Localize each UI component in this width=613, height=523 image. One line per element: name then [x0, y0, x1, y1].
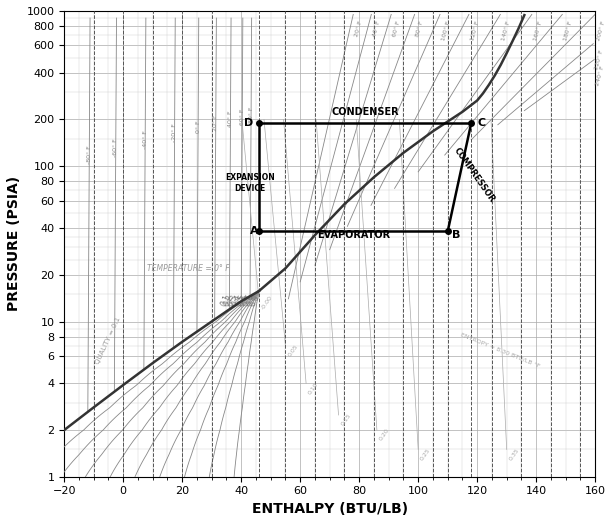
- Text: 0.9: 0.9: [248, 293, 262, 308]
- Text: 0.2: 0.2: [223, 293, 236, 308]
- Text: 140° F: 140° F: [501, 20, 511, 41]
- Text: COMPRESSOR: COMPRESSOR: [452, 146, 497, 204]
- Text: 0.20: 0.20: [378, 428, 390, 442]
- Text: 180° F: 180° F: [563, 20, 573, 41]
- Text: C: C: [477, 118, 485, 128]
- Text: 0.15: 0.15: [340, 413, 352, 427]
- Text: 0.4: 0.4: [230, 293, 243, 308]
- Text: 80° F: 80° F: [416, 20, 425, 37]
- Text: A: A: [250, 226, 259, 236]
- Text: 20° F: 20° F: [354, 20, 364, 37]
- Text: EXPANSION
DEVICE: EXPANSION DEVICE: [225, 173, 275, 192]
- Text: 0.7: 0.7: [241, 293, 254, 308]
- Text: -0.00: -0.00: [261, 295, 273, 311]
- Text: 220° F: 220° F: [594, 49, 604, 71]
- Text: 100° F: 100° F: [441, 20, 451, 41]
- Text: -80° F: -80° F: [87, 145, 92, 164]
- Text: 0.10: 0.10: [308, 381, 319, 395]
- Text: -60° F: -60° F: [113, 138, 118, 157]
- Text: 0° F: 0° F: [196, 120, 200, 133]
- Text: 160° F: 160° F: [533, 20, 543, 41]
- Text: 60° F: 60° F: [392, 20, 401, 37]
- Text: D: D: [244, 118, 253, 128]
- Text: 20° F: 20° F: [213, 114, 218, 131]
- Text: -20° F: -20° F: [172, 123, 177, 142]
- X-axis label: ENTHALPY (BTU/LB): ENTHALPY (BTU/LB): [251, 502, 408, 516]
- Text: 0.6: 0.6: [237, 293, 251, 308]
- Text: TEMPERATURE = 0° F: TEMPERATURE = 0° F: [147, 264, 229, 273]
- Text: 240° F: 240° F: [595, 65, 605, 86]
- Text: 40° F: 40° F: [372, 20, 381, 37]
- Text: B: B: [452, 230, 460, 240]
- Text: 60° F: 60° F: [240, 108, 245, 124]
- Text: 0.25: 0.25: [420, 447, 432, 461]
- Text: 0.8: 0.8: [245, 293, 258, 308]
- Text: 0.3: 0.3: [226, 293, 240, 308]
- Text: -40° F: -40° F: [143, 130, 148, 149]
- Text: ENTROPY = 8.30 BTU/LB °F: ENTROPY = 8.30 BTU/LB °F: [460, 332, 541, 369]
- Text: 0.35: 0.35: [508, 447, 520, 461]
- Text: 0.1: 0.1: [219, 293, 232, 308]
- Text: 200° F: 200° F: [596, 20, 606, 41]
- Text: 80° F: 80° F: [249, 106, 254, 123]
- Text: CONDENSER: CONDENSER: [331, 107, 399, 117]
- Text: 0.5: 0.5: [234, 293, 247, 308]
- Text: 40° F: 40° F: [228, 110, 233, 127]
- Text: EVAPORATOR: EVAPORATOR: [317, 230, 390, 240]
- Text: 120° F: 120° F: [470, 20, 480, 41]
- Text: QUALITY = 0.1: QUALITY = 0.1: [95, 316, 122, 366]
- Text: 0.05: 0.05: [287, 344, 299, 358]
- Y-axis label: PRESSURE (PSIA): PRESSURE (PSIA): [7, 176, 21, 311]
